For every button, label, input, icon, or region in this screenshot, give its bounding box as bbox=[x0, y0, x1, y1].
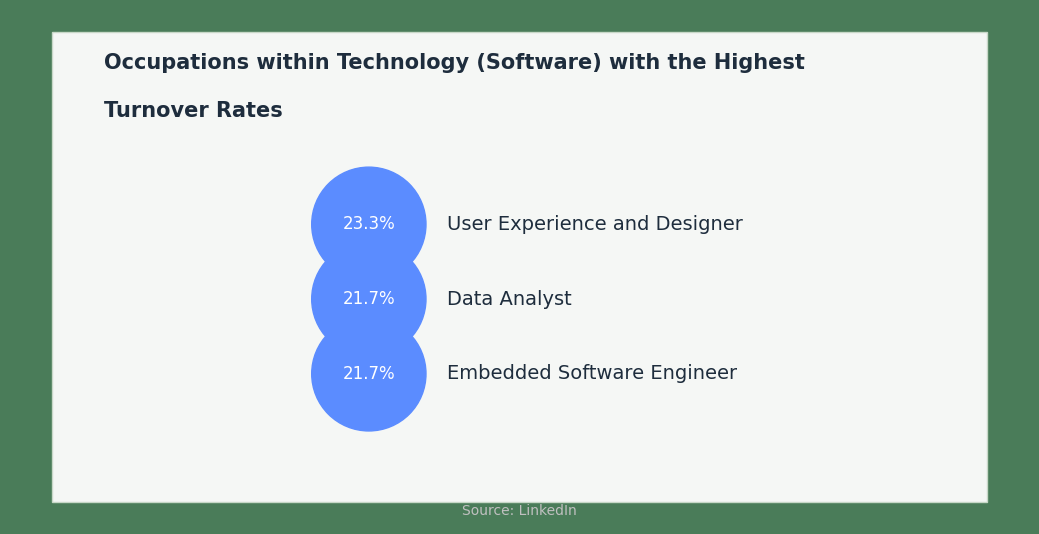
Text: 21.7%: 21.7% bbox=[343, 290, 395, 308]
Text: Turnover Rates: Turnover Rates bbox=[104, 101, 283, 121]
FancyBboxPatch shape bbox=[52, 32, 987, 502]
Text: 21.7%: 21.7% bbox=[343, 365, 395, 383]
Ellipse shape bbox=[312, 317, 426, 431]
Ellipse shape bbox=[312, 167, 426, 281]
Text: User Experience and Designer: User Experience and Designer bbox=[447, 215, 743, 234]
Text: Occupations within Technology (Software) with the Highest: Occupations within Technology (Software)… bbox=[104, 53, 805, 73]
Text: Data Analyst: Data Analyst bbox=[447, 289, 571, 309]
Text: 23.3%: 23.3% bbox=[343, 215, 395, 233]
Text: Source: LinkedIn: Source: LinkedIn bbox=[462, 504, 577, 518]
Text: Embedded Software Engineer: Embedded Software Engineer bbox=[447, 364, 737, 383]
Ellipse shape bbox=[312, 242, 426, 356]
